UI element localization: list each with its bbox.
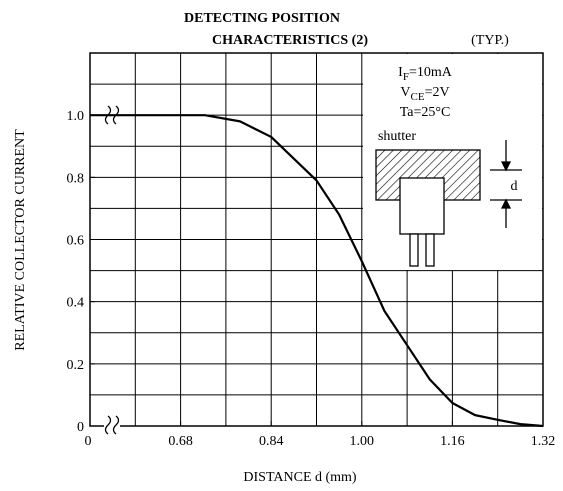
- annotation: Ta=25°C: [400, 105, 451, 120]
- x-tick-label: 0.84: [259, 434, 284, 449]
- annotation-part: CE: [411, 91, 425, 103]
- annotations: IF=10mA VCE=2V Ta=25°C shutter d: [378, 65, 518, 194]
- annotation: VCE=2V: [400, 85, 449, 103]
- annotation-part: I: [398, 65, 403, 80]
- annotation-part: =2V: [425, 85, 450, 100]
- x-tick-label: 0: [85, 434, 92, 449]
- x-tick-label: 1.16: [440, 434, 465, 449]
- annotation-part: =10mA: [409, 65, 453, 80]
- annotation-part: V: [400, 85, 410, 100]
- y-tick-label: 0.4: [67, 296, 85, 311]
- annotation: IF=10mA: [398, 65, 453, 83]
- x-tick-label: 1.32: [531, 434, 556, 449]
- y-axis-label: RELATIVE COLLECTOR CURRENT: [13, 129, 28, 351]
- inset-diagram: [375, 140, 522, 267]
- y-tick-label: 0.2: [67, 358, 85, 373]
- title-line: CHARACTERISTICS (2): [212, 33, 368, 48]
- annotation: d: [511, 179, 518, 194]
- annotation-part: shutter: [378, 129, 416, 144]
- annotation-part: F: [403, 71, 409, 83]
- annotation-part: d: [511, 179, 518, 194]
- axis-break: [104, 105, 120, 435]
- title-line: (TYP.): [471, 33, 509, 48]
- annotation-part: Ta=25°C: [400, 105, 451, 120]
- annotation: shutter: [378, 129, 416, 144]
- y-tick-label: 0.8: [67, 171, 85, 186]
- x-axis-label: DISTANCE d (mm): [243, 470, 357, 485]
- y-tick-label: 1.0: [67, 109, 85, 124]
- y-tick-label: 0: [77, 420, 84, 435]
- y-tick-label: 0.6: [67, 234, 85, 249]
- title-line: DETECTING POSITION: [184, 11, 340, 26]
- x-tick-label: 0.68: [168, 434, 193, 449]
- x-tick-label: 1.00: [350, 434, 375, 449]
- curve: [90, 114, 544, 428]
